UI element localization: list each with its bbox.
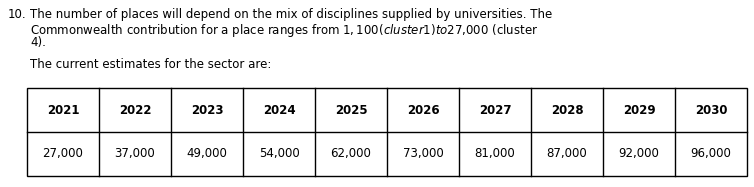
Text: 73,000: 73,000 [403, 148, 443, 160]
Text: The number of places will depend on the mix of disciplines supplied by universit: The number of places will depend on the … [30, 8, 552, 21]
Text: 4).: 4). [30, 36, 46, 49]
Text: 2028: 2028 [550, 103, 584, 117]
Text: 62,000: 62,000 [330, 148, 372, 160]
Text: 87,000: 87,000 [547, 148, 587, 160]
Text: 81,000: 81,000 [474, 148, 516, 160]
Text: Commonwealth contribution for a place ranges from $1,100 (cluster 1) to $27,000 : Commonwealth contribution for a place ra… [30, 22, 538, 39]
Text: 2021: 2021 [47, 103, 79, 117]
Text: 54,000: 54,000 [259, 148, 299, 160]
Text: 2026: 2026 [406, 103, 440, 117]
Text: 2023: 2023 [191, 103, 223, 117]
Text: 27,000: 27,000 [42, 148, 84, 160]
Text: 49,000: 49,000 [186, 148, 228, 160]
Text: 2022: 2022 [118, 103, 152, 117]
Text: 2024: 2024 [262, 103, 296, 117]
Bar [27, 88, 747, 176]
Text: 10.: 10. [8, 8, 26, 21]
Text: 2030: 2030 [694, 103, 728, 117]
Text: The current estimates for the sector are:: The current estimates for the sector are… [30, 58, 271, 71]
Text: 2025: 2025 [335, 103, 367, 117]
Text: 96,000: 96,000 [691, 148, 731, 160]
Text: 92,000: 92,000 [618, 148, 660, 160]
Text: 2029: 2029 [623, 103, 655, 117]
Text: 37,000: 37,000 [115, 148, 155, 160]
Text: 2027: 2027 [479, 103, 511, 117]
